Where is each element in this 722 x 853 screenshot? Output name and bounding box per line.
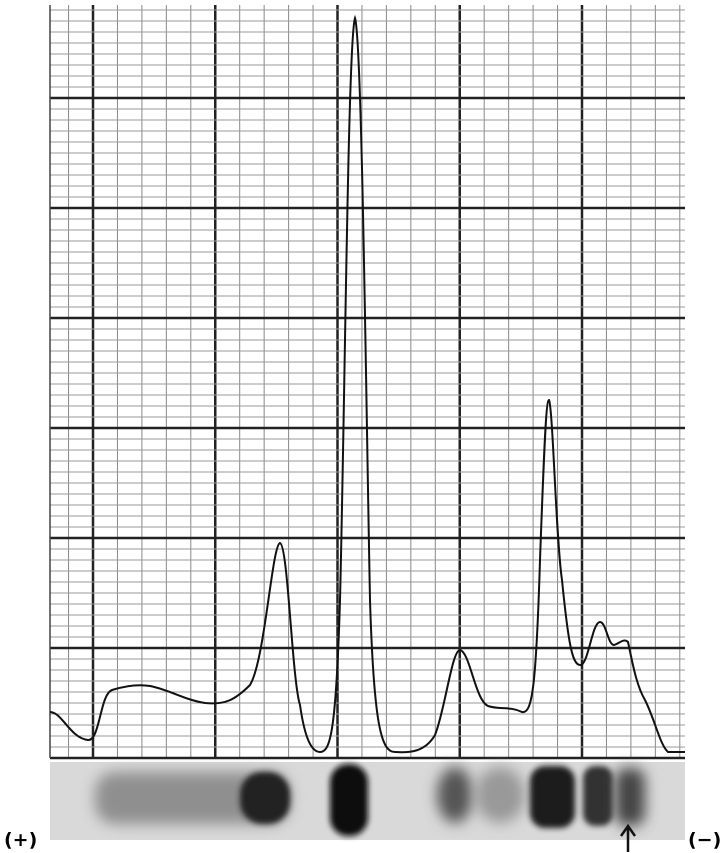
- cathode-label: (−): [688, 829, 721, 851]
- anode-label: (+): [4, 829, 37, 851]
- page: (+) (−) (() => { const data = JSON.parse…: [0, 0, 722, 853]
- gel-strip: [50, 762, 685, 840]
- figure: (+) (−): [0, 0, 722, 853]
